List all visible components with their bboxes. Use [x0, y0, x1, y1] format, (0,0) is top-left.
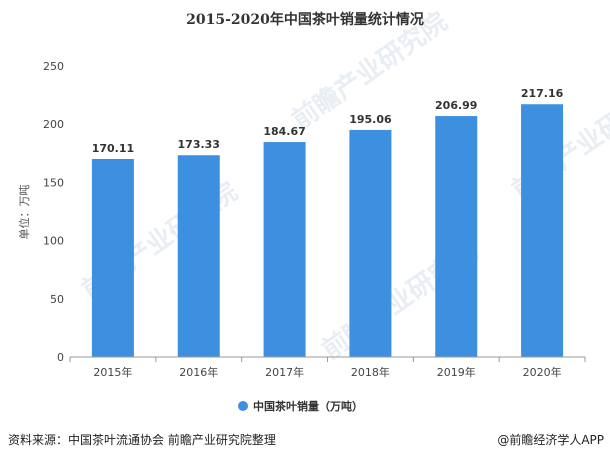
- x-tick-label: 2018年: [351, 365, 390, 379]
- data-label: 195.06: [349, 113, 392, 126]
- x-axis: 2015年 2016年 2017年 2018年 2019年 2020年: [69, 356, 586, 379]
- y-tick-label: 50: [50, 293, 64, 306]
- y-tick-label: 0: [57, 351, 64, 364]
- data-label: 170.11: [92, 142, 134, 155]
- source-note: 资料来源：中国茶叶流通协会 前瞻产业研究院整理: [8, 432, 276, 447]
- x-tick-label: 2016年: [179, 365, 218, 379]
- legend-label: 中国茶叶销量（万吨）: [253, 399, 363, 413]
- data-label: 206.99: [435, 99, 477, 112]
- y-tick-label: 200: [43, 118, 64, 131]
- y-tick-label: 150: [43, 176, 64, 189]
- bar-2020年: [521, 104, 564, 357]
- x-tick-label: 2015年: [93, 365, 132, 379]
- y-tick-label: 250: [43, 60, 64, 73]
- data-label: 184.67: [263, 125, 305, 138]
- y-axis: 0 50 100 150 200 250: [43, 60, 64, 364]
- data-label: 217.16: [521, 87, 564, 100]
- bar-series: 170.11 173.33 184.67 195.06 206.99 217.16: [91, 87, 564, 358]
- legend: 中国茶叶销量（万吨）: [238, 399, 363, 413]
- bar-2017年: [263, 142, 306, 357]
- legend-marker: [238, 401, 248, 411]
- bar-2016年: [177, 155, 220, 357]
- data-label: 173.33: [178, 138, 220, 151]
- chart-title: 2015-2020年中国茶叶销量统计情况: [186, 11, 424, 28]
- brand-credit: @前瞻经济学人APP: [497, 432, 604, 447]
- y-axis-label: 单位：万吨: [17, 185, 31, 240]
- x-tick-label: 2017年: [265, 365, 304, 379]
- bar-2018年: [349, 129, 392, 357]
- bar-2015年: [91, 158, 134, 357]
- bar-2019年: [435, 116, 478, 358]
- x-tick-label: 2020年: [523, 365, 562, 379]
- x-tick-label: 2019年: [437, 365, 476, 379]
- y-tick-label: 100: [43, 235, 64, 248]
